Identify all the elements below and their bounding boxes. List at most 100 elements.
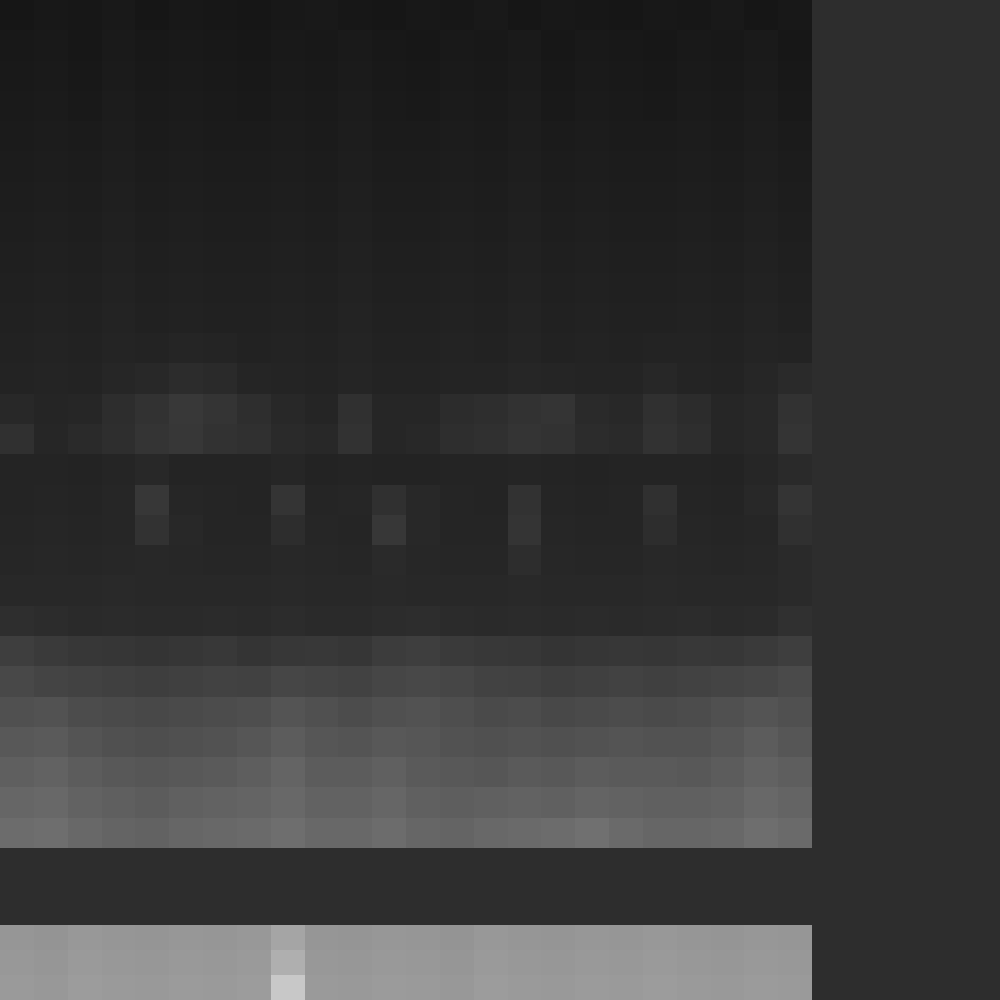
heatmap-cell bbox=[744, 697, 778, 728]
heatmap-cell bbox=[135, 273, 169, 304]
heatmap-cell bbox=[338, 975, 372, 1000]
heatmap-cell bbox=[372, 151, 406, 182]
heatmap-cell bbox=[338, 606, 372, 637]
heatmap-cell bbox=[305, 394, 339, 425]
heatmap-cell bbox=[169, 545, 203, 576]
heatmap-cell bbox=[541, 121, 575, 152]
heatmap-cell bbox=[102, 394, 136, 425]
heatmap-cell bbox=[102, 818, 136, 848]
heatmap-cell bbox=[744, 575, 778, 606]
heatmap-cell bbox=[643, 363, 677, 394]
heatmap-cell bbox=[237, 91, 271, 122]
heatmap-cell bbox=[677, 515, 711, 546]
heatmap-cell bbox=[102, 30, 136, 61]
heatmap-cell bbox=[169, 91, 203, 122]
heatmap-cell bbox=[34, 666, 68, 697]
heatmap-cell bbox=[271, 575, 305, 606]
heatmap-cell bbox=[508, 151, 542, 182]
heatmap-cell bbox=[169, 515, 203, 546]
heatmap-cell bbox=[135, 727, 169, 758]
heatmap-cell bbox=[406, 975, 440, 1000]
heatmap-cell bbox=[744, 273, 778, 304]
heatmap-cell bbox=[609, 727, 643, 758]
heatmap-cell bbox=[677, 757, 711, 788]
heatmap-cell bbox=[338, 303, 372, 334]
heatmap-cell bbox=[0, 950, 34, 976]
heatmap-cell bbox=[135, 424, 169, 455]
heatmap-cell bbox=[102, 606, 136, 637]
heatmap-cell bbox=[237, 975, 271, 1000]
heatmap-cell bbox=[102, 697, 136, 728]
heatmap-cell bbox=[778, 666, 812, 697]
heatmap-cell bbox=[643, 424, 677, 455]
heatmap-cell bbox=[711, 975, 745, 1000]
heatmap-cell bbox=[68, 182, 102, 213]
heatmap-cell bbox=[135, 303, 169, 334]
heatmap-cell bbox=[575, 303, 609, 334]
heatmap-cell bbox=[711, 273, 745, 304]
heatmap-cell bbox=[643, 394, 677, 425]
heatmap-cell bbox=[508, 394, 542, 425]
heatmap-cell bbox=[338, 182, 372, 213]
heatmap-cell bbox=[0, 333, 34, 364]
heatmap-cell bbox=[102, 363, 136, 394]
heatmap-cell bbox=[575, 606, 609, 637]
heatmap-cell bbox=[541, 975, 575, 1000]
heatmap-cell bbox=[778, 757, 812, 788]
heatmap-cell bbox=[643, 91, 677, 122]
heatmap-cell bbox=[305, 485, 339, 516]
heatmap-cell bbox=[778, 575, 812, 606]
heatmap-cell bbox=[609, 363, 643, 394]
heatmap-cell bbox=[34, 636, 68, 667]
heatmap-cell bbox=[0, 545, 34, 576]
heatmap-cell bbox=[237, 212, 271, 243]
heatmap-cell bbox=[778, 182, 812, 213]
heatmap-cell bbox=[406, 91, 440, 122]
heatmap-cell bbox=[575, 30, 609, 61]
heatmap-cell bbox=[440, 950, 474, 976]
heatmap-cell bbox=[609, 925, 643, 951]
heatmap-cell bbox=[203, 787, 237, 818]
heatmap-cell bbox=[305, 303, 339, 334]
heatmap-cell bbox=[711, 818, 745, 848]
heatmap-cell bbox=[744, 91, 778, 122]
heatmap-cell bbox=[474, 303, 508, 334]
heatmap-cell bbox=[474, 424, 508, 455]
heatmap-cell bbox=[372, 363, 406, 394]
heatmap-cell bbox=[68, 454, 102, 485]
heatmap-cell bbox=[711, 333, 745, 364]
heatmap-cell bbox=[711, 61, 745, 92]
heatmap-cell bbox=[778, 61, 812, 92]
heatmap-cell bbox=[508, 303, 542, 334]
heatmap-cell bbox=[474, 273, 508, 304]
heatmap-cell bbox=[237, 454, 271, 485]
heatmap-cell bbox=[778, 30, 812, 61]
heatmap-cell bbox=[474, 925, 508, 951]
heatmap-cell bbox=[541, 950, 575, 976]
heatmap-cell bbox=[68, 666, 102, 697]
heatmap-cell bbox=[541, 182, 575, 213]
heatmap-cell bbox=[169, 606, 203, 637]
heatmap-cell bbox=[541, 0, 575, 31]
heatmap-cell bbox=[102, 757, 136, 788]
heatmap-cell bbox=[744, 182, 778, 213]
heatmap-cell bbox=[440, 394, 474, 425]
heatmap-cell bbox=[541, 485, 575, 516]
heatmap-cell bbox=[169, 575, 203, 606]
heatmap-cell bbox=[68, 273, 102, 304]
heatmap-cell bbox=[0, 121, 34, 152]
heatmap-cell bbox=[0, 727, 34, 758]
heatmap-cell bbox=[372, 666, 406, 697]
heatmap-cell bbox=[609, 121, 643, 152]
heatmap-cell bbox=[135, 925, 169, 951]
heatmap-cell bbox=[541, 925, 575, 951]
heatmap-cell bbox=[34, 545, 68, 576]
heatmap-cell bbox=[102, 303, 136, 334]
heatmap-cell bbox=[0, 818, 34, 848]
heatmap-cell bbox=[541, 545, 575, 576]
heatmap-cell bbox=[643, 666, 677, 697]
heatmap-cell bbox=[677, 925, 711, 951]
heatmap-cell bbox=[677, 575, 711, 606]
heatmap-cell bbox=[338, 151, 372, 182]
heatmap-cell bbox=[677, 212, 711, 243]
